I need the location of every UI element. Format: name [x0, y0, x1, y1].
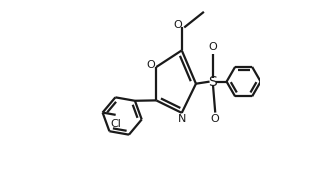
Text: S: S: [209, 75, 217, 89]
Text: O: O: [174, 20, 182, 30]
Text: O: O: [211, 114, 220, 124]
Text: N: N: [178, 114, 187, 124]
Text: O: O: [147, 60, 155, 70]
Text: Cl: Cl: [110, 119, 121, 129]
Text: O: O: [209, 42, 217, 52]
